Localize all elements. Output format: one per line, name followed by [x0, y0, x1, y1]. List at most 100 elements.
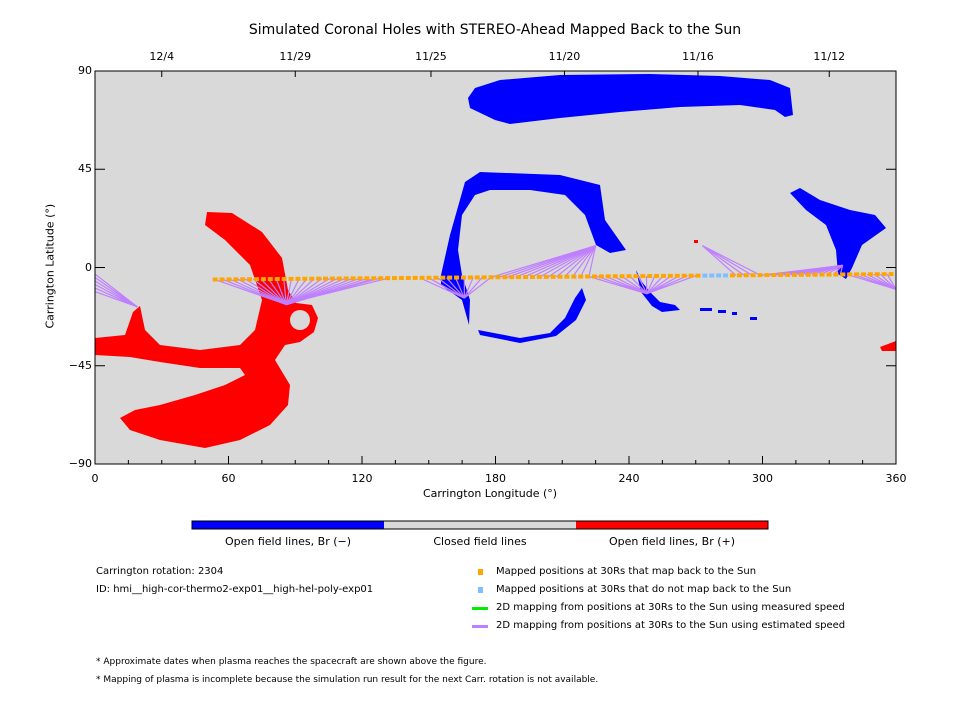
mapped-point [571, 274, 577, 279]
mapping-line [572, 245, 597, 278]
mapped-point [647, 274, 653, 279]
mapped-point [447, 275, 453, 280]
mapping-line [646, 275, 664, 295]
mapping-line [531, 245, 596, 278]
mapped-point [323, 276, 329, 281]
colorbar-negative [192, 521, 384, 529]
mapping-line [419, 277, 465, 299]
mapping-line [94, 290, 138, 308]
y-axis-label: Carrington Latitude (°) [43, 203, 57, 329]
chart-title: Simulated Coronal Holes with STEREO-Ahea… [248, 22, 742, 38]
legend-label-estimated: 2D mapping from positions at 30Rs to the… [496, 620, 846, 631]
mapped-point [260, 277, 266, 282]
colorbar-label-positive: Open field lines, Br (+) [608, 535, 736, 548]
y-tick-label: −45 [68, 358, 92, 372]
legend-green-line [472, 607, 488, 610]
top-date-label: 12/4 [149, 50, 175, 63]
negative-hole-arch-lower [478, 288, 586, 343]
colorbar-positive [576, 521, 768, 529]
colorbar-frame [191, 520, 769, 530]
mapped-point [460, 275, 466, 280]
mapping-line [555, 245, 596, 278]
mapped-point [350, 276, 356, 281]
x-tick-label: 60 [221, 472, 236, 485]
mapping-line [285, 278, 300, 305]
mapped-point [695, 273, 701, 278]
x-tick-label: 0 [91, 472, 99, 485]
mapped-point [295, 276, 301, 281]
mapped-point [861, 272, 867, 277]
mapped-point [619, 274, 625, 279]
y-tick-label: 0 [85, 260, 92, 274]
carrington-rotation: Carrington rotation: 2304 [96, 566, 224, 577]
mapped-point [550, 274, 556, 279]
mapped-point [474, 275, 480, 280]
coronal-holes [95, 74, 896, 448]
mapping-line [260, 278, 287, 306]
mapping-line [252, 278, 287, 306]
top-date-label: 11/12 [813, 50, 846, 63]
mapped-point [778, 272, 784, 277]
mapping-line [237, 278, 287, 306]
mapping-line [646, 275, 672, 295]
mapping-line [463, 277, 474, 299]
mapped-point [660, 273, 666, 278]
mapping-line [428, 277, 465, 299]
mapped-point [598, 274, 604, 279]
mapping-line [245, 278, 287, 306]
top-date-label: 11/29 [279, 50, 312, 63]
negative-hole-fragments [700, 308, 757, 320]
mapped-point [364, 276, 370, 281]
mapped-point [502, 275, 508, 280]
mapped-point [557, 274, 563, 279]
mapped-point [219, 277, 225, 282]
mapping-line [621, 275, 648, 295]
mapping-line [285, 278, 308, 305]
mapped-point [212, 277, 218, 282]
mapped-point [654, 273, 660, 278]
x-tick-label: 360 [885, 472, 907, 485]
note-incomplete: * Mapping of plasma is incomplete becaus… [96, 675, 599, 685]
mapped-point [254, 277, 260, 282]
mapped-points [212, 272, 894, 282]
mapped-point [357, 276, 363, 281]
mapped-point [785, 272, 791, 277]
colorbar-label-closed: Closed field lines [433, 535, 527, 548]
mapping-line [308, 277, 389, 299]
mapped-point [433, 275, 439, 280]
mapping-line [564, 245, 597, 278]
mapped-point [736, 273, 742, 278]
positive-hole-east-edge [880, 341, 896, 351]
mapped-point [881, 272, 887, 277]
mapped-point [316, 276, 322, 281]
top-date-label: 11/25 [415, 50, 447, 63]
mapped-point [329, 276, 335, 281]
mapped-point [840, 272, 846, 277]
mapped-point [874, 272, 880, 277]
mapped-point [536, 274, 542, 279]
negative-hole-north [468, 74, 793, 124]
y-tick-label: 90 [78, 64, 92, 77]
mapped-point [426, 275, 432, 280]
mapping-line [613, 275, 648, 295]
mapped-point [626, 274, 632, 279]
mapping-line [437, 277, 465, 299]
run-id: ID: hmi__high-cor-thermo2-exp01__high-he… [96, 584, 374, 595]
mapped-point [771, 273, 777, 278]
mapped-point [847, 272, 853, 277]
mapping-line [454, 277, 465, 299]
top-date-label: 11/16 [682, 50, 714, 63]
mapped-point [867, 272, 873, 277]
legend-label-mapped: Mapped positions at 30Rs that map back t… [496, 566, 757, 577]
positive-hole-speck [694, 240, 698, 243]
mapped-point [757, 273, 763, 278]
mapped-point [343, 276, 349, 281]
top-date-label: 11/20 [548, 50, 581, 63]
mapping-line [646, 275, 656, 294]
mapping-line [702, 245, 753, 276]
mapped-point [681, 273, 687, 278]
axis-ticks [94, 70, 897, 465]
mapped-point [240, 277, 246, 282]
mapping-line [702, 245, 745, 276]
